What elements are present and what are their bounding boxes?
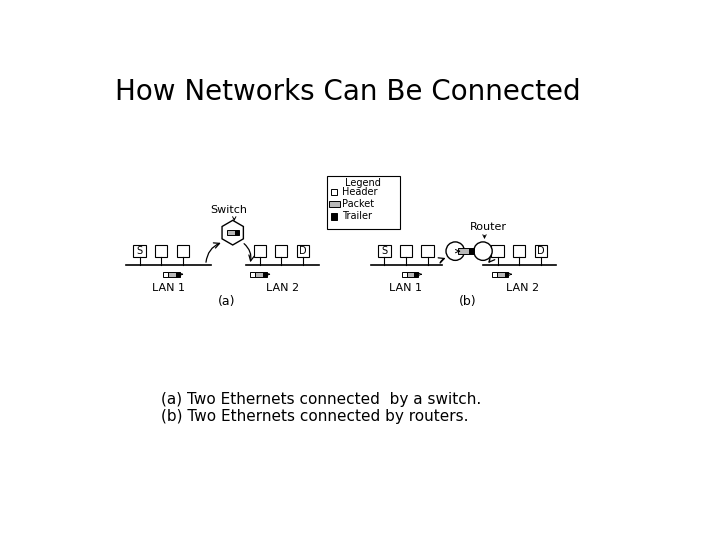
Text: Router: Router xyxy=(470,221,507,232)
Bar xyxy=(505,272,508,276)
Bar xyxy=(168,272,176,276)
Bar xyxy=(415,272,418,276)
Text: LAN 2: LAN 2 xyxy=(506,283,539,293)
Polygon shape xyxy=(222,220,243,245)
Text: S: S xyxy=(382,246,387,256)
Text: LAN 1: LAN 1 xyxy=(390,283,423,293)
Text: S: S xyxy=(137,246,143,256)
Bar xyxy=(163,272,168,276)
Bar xyxy=(275,245,287,257)
Bar xyxy=(253,245,266,257)
Bar xyxy=(176,272,179,276)
Text: Header: Header xyxy=(342,187,377,197)
Text: (b): (b) xyxy=(459,295,477,308)
Bar xyxy=(331,213,338,220)
Bar xyxy=(329,201,340,207)
Bar xyxy=(378,245,390,257)
Bar xyxy=(402,272,407,276)
Text: (b) Two Ethernets connected by routers.: (b) Two Ethernets connected by routers. xyxy=(161,409,469,424)
Text: D: D xyxy=(299,246,307,256)
Bar xyxy=(255,272,263,276)
Bar xyxy=(400,245,412,257)
Bar xyxy=(497,272,505,276)
Bar xyxy=(513,245,526,257)
Bar xyxy=(297,245,309,257)
Bar xyxy=(469,248,474,254)
Circle shape xyxy=(474,242,492,260)
Text: Packet: Packet xyxy=(342,199,374,209)
Bar xyxy=(155,245,167,257)
Bar xyxy=(251,272,255,276)
Text: How Networks Can Be Connected: How Networks Can Be Connected xyxy=(115,78,580,106)
Bar xyxy=(421,245,433,257)
Text: LAN 2: LAN 2 xyxy=(266,283,300,293)
Bar xyxy=(327,177,400,229)
Bar xyxy=(331,189,338,195)
Text: LAN 1: LAN 1 xyxy=(153,283,185,293)
Bar xyxy=(235,231,239,235)
Text: Switch: Switch xyxy=(210,205,248,214)
Bar xyxy=(492,245,504,257)
Text: D: D xyxy=(537,246,544,256)
Bar xyxy=(534,245,547,257)
Bar xyxy=(492,272,497,276)
Bar xyxy=(459,248,469,254)
Bar xyxy=(176,245,189,257)
Bar xyxy=(407,272,415,276)
Bar xyxy=(263,272,266,276)
Text: Legend: Legend xyxy=(346,178,381,187)
Bar xyxy=(227,231,235,235)
Text: Trailer: Trailer xyxy=(342,212,372,221)
Text: (a): (a) xyxy=(218,295,235,308)
Bar xyxy=(133,245,145,257)
Text: (a) Two Ethernets connected  by a switch.: (a) Two Ethernets connected by a switch. xyxy=(161,392,482,407)
Circle shape xyxy=(446,242,464,260)
